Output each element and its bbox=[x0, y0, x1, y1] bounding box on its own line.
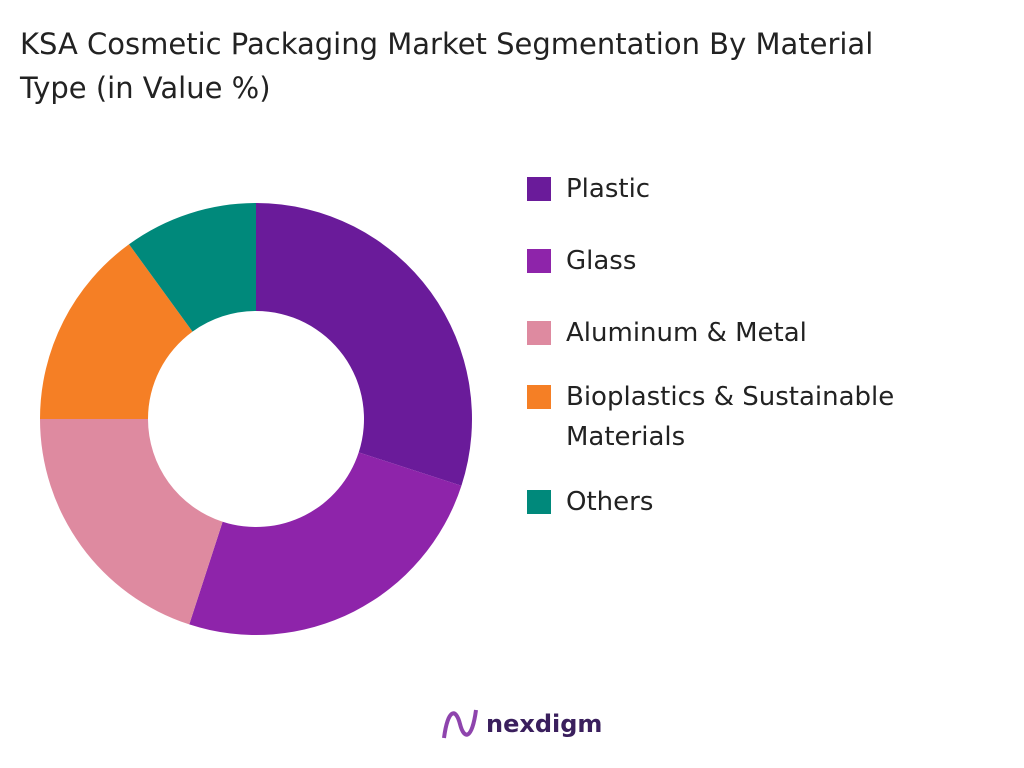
donut-slice bbox=[40, 244, 193, 419]
legend-label: Bioplastics & Sustainable Materials bbox=[566, 382, 895, 452]
logo-icon bbox=[442, 709, 478, 739]
donut-slice bbox=[129, 203, 256, 332]
legend-label: Aluminum & Metal bbox=[566, 318, 807, 348]
legend-item: Others bbox=[527, 482, 967, 522]
legend-label: Others bbox=[566, 487, 654, 517]
logo-text: nexdigm bbox=[486, 710, 603, 738]
donut-slice bbox=[40, 419, 223, 625]
legend-swatch bbox=[527, 177, 551, 201]
legend-label: Glass bbox=[566, 246, 637, 276]
legend-swatch bbox=[527, 490, 551, 514]
logo: nexdigm bbox=[440, 704, 602, 744]
legend-swatch bbox=[527, 385, 551, 409]
donut-slice bbox=[189, 452, 462, 636]
legend-item: Glass bbox=[527, 241, 967, 281]
legend-label: Plastic bbox=[566, 174, 651, 204]
legend-item: Plastic bbox=[527, 169, 967, 209]
chart-title: KSA Cosmetic Packaging Market Segmentati… bbox=[20, 27, 874, 105]
legend-item: Aluminum & Metal bbox=[527, 313, 967, 353]
legend-swatch bbox=[527, 249, 551, 273]
legend-item: Bioplastics & Sustainable Materials bbox=[527, 377, 967, 457]
chart bbox=[40, 203, 473, 636]
donut-slice bbox=[256, 203, 473, 486]
legend-swatch bbox=[527, 321, 551, 345]
